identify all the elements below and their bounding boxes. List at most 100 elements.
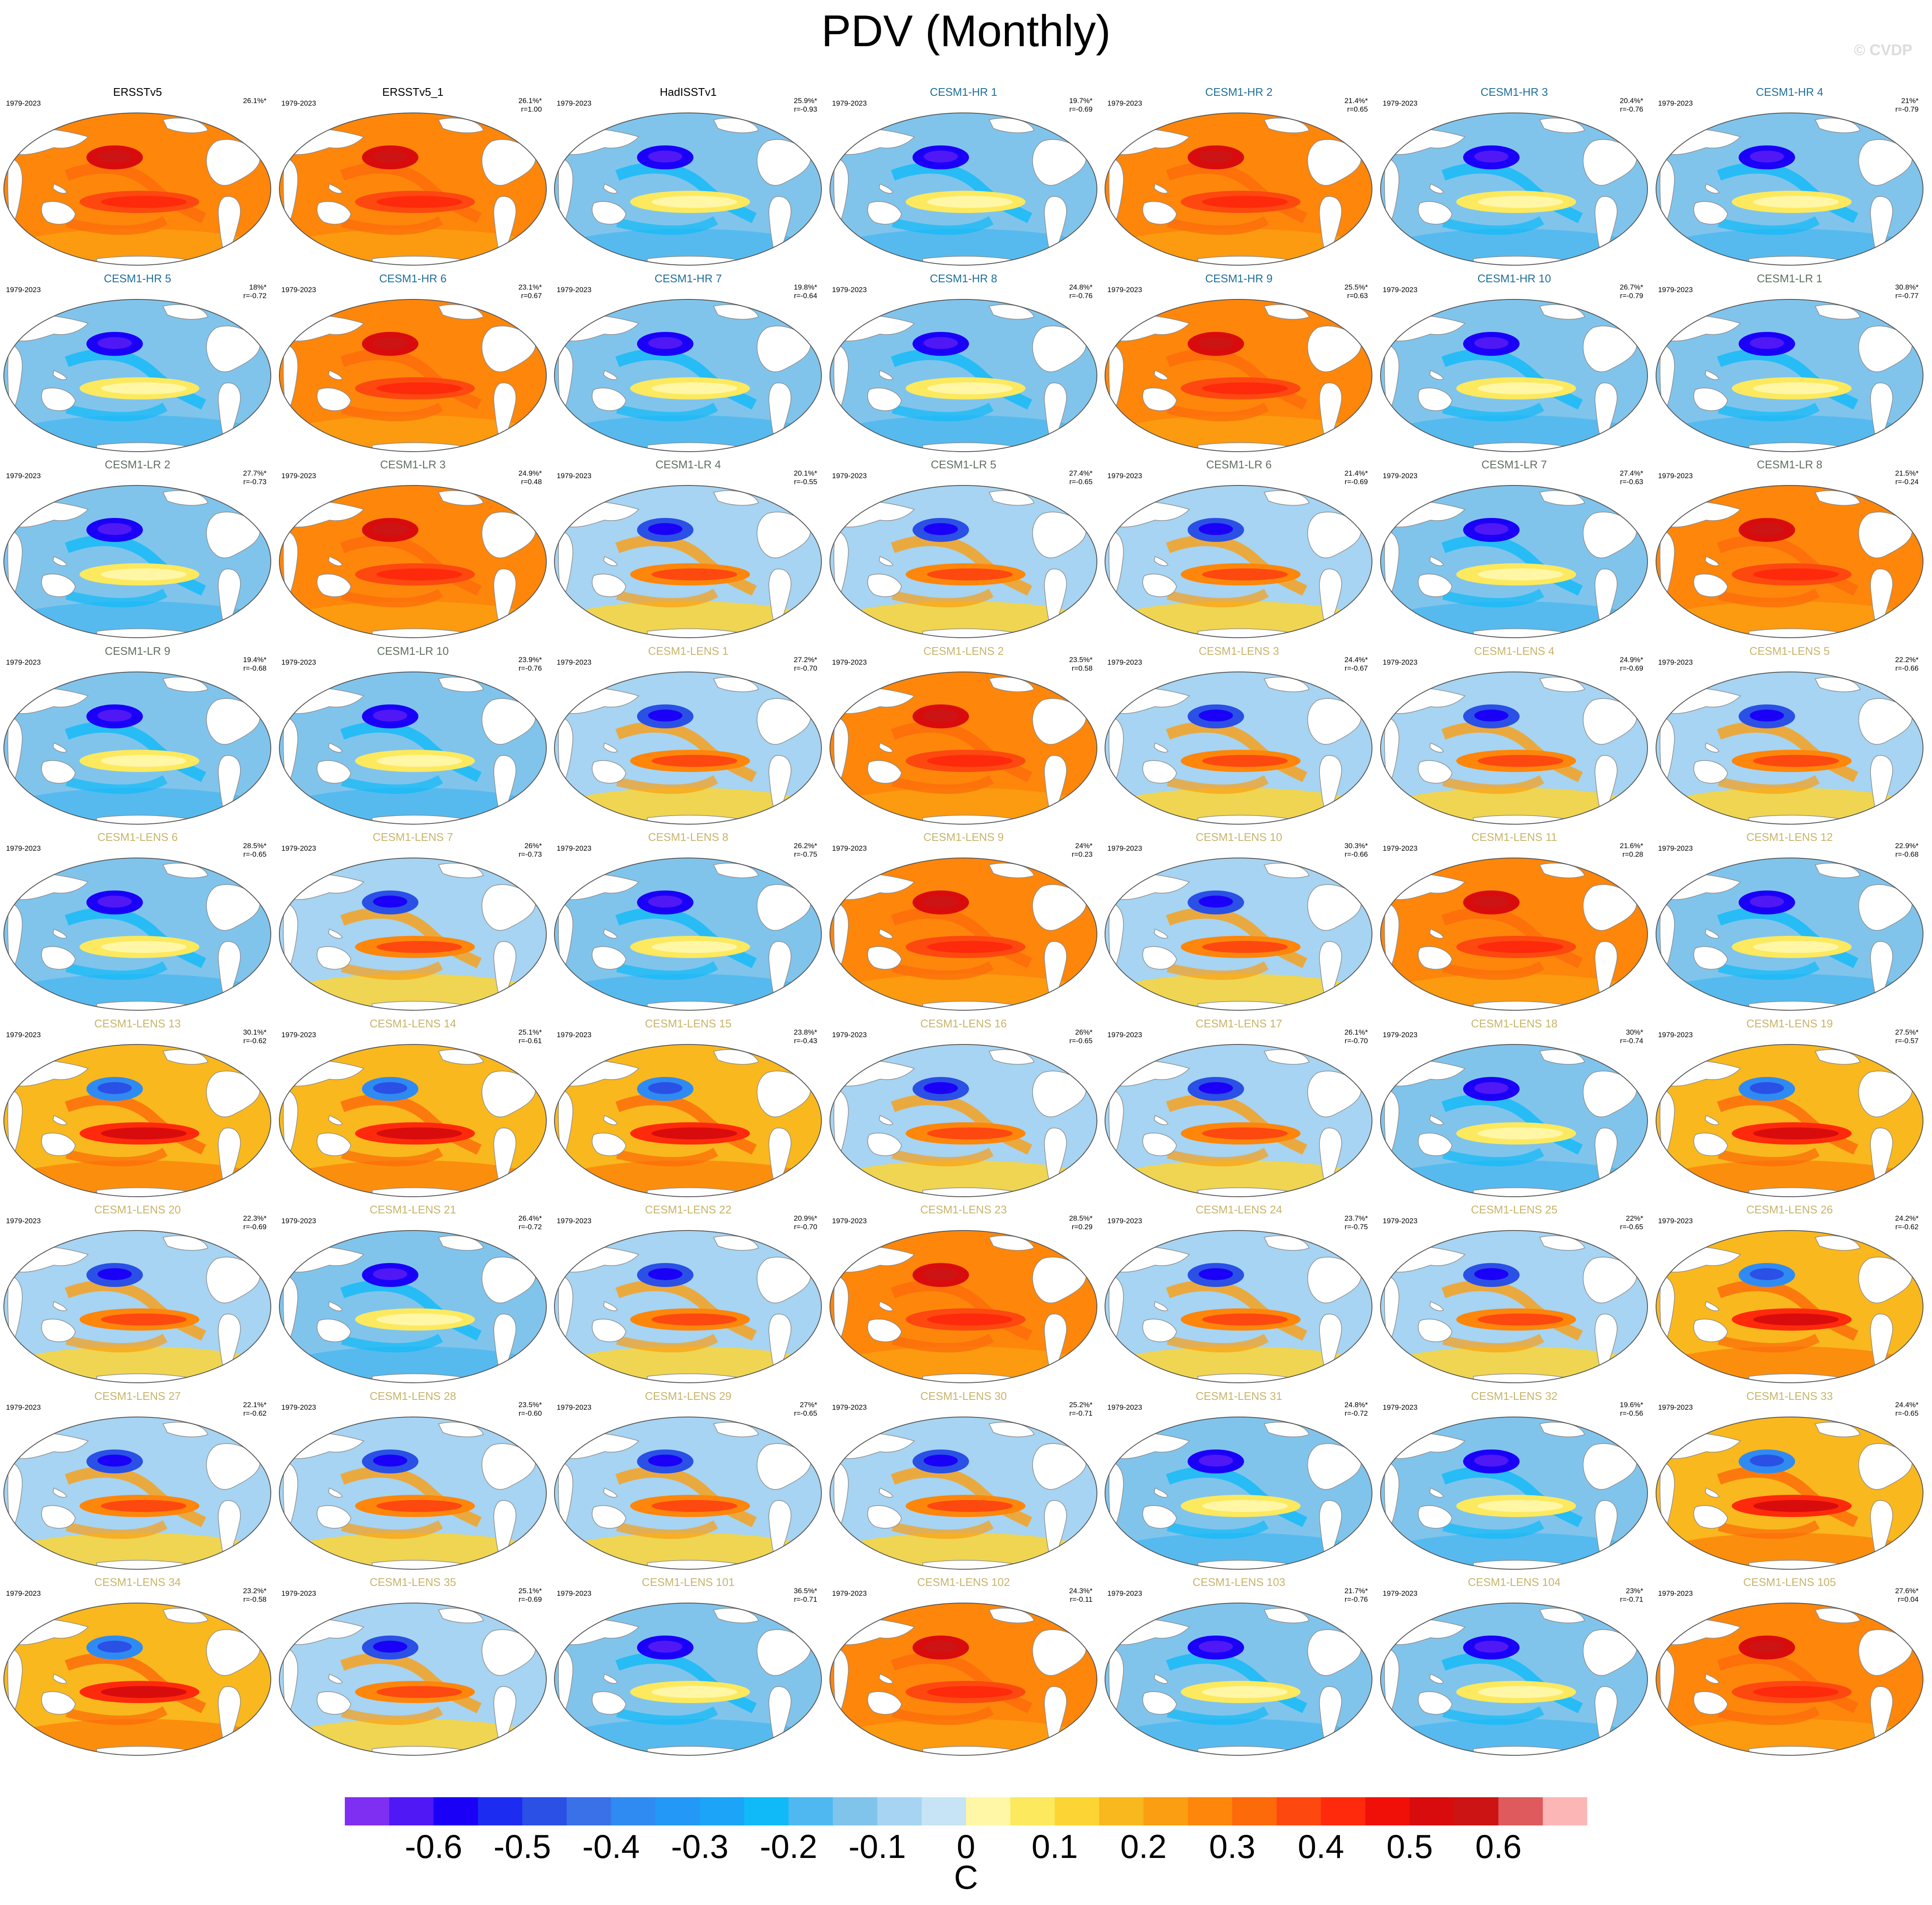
panel-variance-pct: 20.4%* xyxy=(1620,97,1643,105)
panel-pattern-correlation: r=-0.43 xyxy=(794,1036,818,1045)
sst-regression-map xyxy=(554,1603,822,1756)
colorbar-segment xyxy=(877,1797,922,1825)
sst-regression-map xyxy=(554,671,822,825)
panel-years: 1979-2023 xyxy=(832,472,867,480)
panel-years: 1979-2023 xyxy=(1658,1030,1693,1039)
colorbar-segment xyxy=(1232,1797,1277,1825)
panel-pattern-correlation: r=-0.76 xyxy=(519,664,542,672)
panel-years: 1979-2023 xyxy=(1383,1589,1418,1597)
sst-regression-map xyxy=(3,299,271,452)
panel-variance-pct: 19.7%* xyxy=(1069,97,1093,105)
panel-pattern-correlation: r=-0.69 xyxy=(1345,478,1368,486)
colorbar-segment xyxy=(433,1797,478,1825)
panel-pattern-correlation: r=-0.68 xyxy=(243,664,267,672)
map-panel: CESM1-LENS 9 1979-2023 24%* r=0.23 xyxy=(826,831,1101,1017)
panel-variance-pct: 26%* xyxy=(524,842,542,850)
colorbar-segment xyxy=(1188,1797,1233,1825)
panel-years: 1979-2023 xyxy=(281,1217,316,1225)
map-panel: CESM1-LENS 24 1979-2023 23.7%* r=-0.75 xyxy=(1101,1203,1376,1389)
panel-pattern-correlation: r=0.63 xyxy=(1347,291,1368,300)
sst-regression-map xyxy=(3,858,271,1011)
panel-pattern-correlation: r=-0.65 xyxy=(794,1409,818,1417)
panel-years: 1979-2023 xyxy=(1383,1030,1418,1039)
panel-title: CESM1-HR 3 xyxy=(1480,86,1548,98)
panel-title: CESM1-LR 2 xyxy=(104,458,171,471)
sst-regression-map xyxy=(279,858,547,1011)
panel-years: 1979-2023 xyxy=(281,1403,316,1411)
panel-pattern-correlation: r=-0.55 xyxy=(794,478,818,486)
colorbar-tick-label: 0.1 xyxy=(1031,1828,1078,1865)
panel-years: 1979-2023 xyxy=(1107,99,1142,107)
map-panel: CESM1-LENS 16 1979-2023 26%* r=-0.65 xyxy=(826,1017,1101,1203)
panel-variance-pct: 22%* xyxy=(1626,1214,1643,1222)
panel-variance-pct: 25.1%* xyxy=(518,1028,542,1036)
panel-title: CESM1-LENS 4 xyxy=(1474,644,1555,657)
panel-years: 1979-2023 xyxy=(281,1030,316,1039)
sst-regression-map xyxy=(1380,671,1648,825)
colorbar-segment xyxy=(1010,1797,1055,1825)
panel-title: CESM1-LENS 20 xyxy=(94,1203,181,1216)
panel-title: CESM1-LENS 105 xyxy=(1743,1576,1836,1588)
panel-years: 1979-2023 xyxy=(557,1217,592,1225)
colorbar-segment xyxy=(788,1797,833,1825)
panel-grid: ERSSTv5 1979-2023 26.1%* ERSSTv5_1 1979-2023… xyxy=(0,86,1927,1756)
panel-variance-pct: 24.3%* xyxy=(1069,1587,1093,1595)
panel-title: CESM1-LR 6 xyxy=(1206,458,1272,471)
panel-title: CESM1-LENS 17 xyxy=(1195,1017,1283,1030)
colorbar-segment xyxy=(1365,1797,1410,1825)
panel-title: CESM1-LENS 16 xyxy=(920,1017,1007,1030)
panel-variance-pct: 36.5%* xyxy=(794,1587,818,1595)
panel-title: CESM1-LENS 14 xyxy=(369,1017,456,1030)
panel-years: 1979-2023 xyxy=(1383,658,1418,666)
panel-pattern-correlation: r=-0.65 xyxy=(243,850,267,858)
panel-title: CESM1-LENS 26 xyxy=(1746,1203,1833,1216)
panel-pattern-correlation: r=-0.57 xyxy=(1895,1036,1919,1045)
panel-title: CESM1-LR 9 xyxy=(104,644,171,657)
panel-variance-pct: 26%* xyxy=(1075,1028,1093,1036)
sst-regression-map xyxy=(554,112,822,266)
sst-regression-map xyxy=(1655,299,1923,452)
sst-regression-map xyxy=(1380,1603,1648,1756)
map-panel: CESM1-LR 7 1979-2023 27.4%* r=-0.63 xyxy=(1377,458,1652,644)
panel-pattern-correlation: r=-0.69 xyxy=(519,1595,542,1603)
sst-regression-map xyxy=(554,858,822,1011)
map-panel: CESM1-HR 4 1979-2023 21%* r=-0.79 xyxy=(1652,86,1927,272)
panel-years: 1979-2023 xyxy=(281,658,316,666)
panel-pattern-correlation: r=-0.72 xyxy=(243,291,267,300)
sst-regression-map xyxy=(1105,1230,1373,1383)
colorbar-segment xyxy=(1099,1797,1144,1825)
panel-pattern-correlation: r=-0.24 xyxy=(1895,478,1919,486)
panel-title: CESM1-HR 1 xyxy=(930,86,998,98)
panel-variance-pct: 26.1%* xyxy=(518,97,542,105)
map-panel: ERSSTv5_1 1979-2023 26.1%* r=1.00 xyxy=(276,86,551,272)
sst-regression-map xyxy=(829,671,1097,825)
panel-title: CESM1-HR 5 xyxy=(104,272,172,285)
colorbar-tick-label: 0.5 xyxy=(1386,1828,1433,1865)
sst-regression-map xyxy=(1105,1416,1373,1570)
panel-pattern-correlation: r=-0.68 xyxy=(1895,850,1919,858)
panel-pattern-correlation: r=0.58 xyxy=(1072,664,1093,672)
panel-years: 1979-2023 xyxy=(832,1217,867,1225)
colorbar-tick-label: 0 xyxy=(957,1828,975,1865)
map-panel: CESM1-LENS 5 1979-2023 22.2%* r=-0.66 xyxy=(1652,645,1927,831)
panel-title: CESM1-LENS 9 xyxy=(923,831,1004,843)
panel-variance-pct: 23.1%* xyxy=(518,283,542,291)
panel-years: 1979-2023 xyxy=(557,472,592,480)
panel-pattern-correlation: r=-0.71 xyxy=(1620,1595,1643,1603)
panel-title: CESM1-HR 7 xyxy=(654,272,722,285)
panel-variance-pct: 30.8%* xyxy=(1895,283,1919,291)
colorbar-segment xyxy=(1143,1797,1188,1825)
panel-title: CESM1-LENS 30 xyxy=(920,1389,1007,1402)
panel-years: 1979-2023 xyxy=(6,1030,41,1039)
sst-regression-map xyxy=(1105,485,1373,638)
panel-pattern-correlation: r=-0.73 xyxy=(519,850,542,858)
sst-regression-map xyxy=(279,485,547,638)
panel-variance-pct: 23.2%* xyxy=(243,1587,267,1595)
panel-variance-pct: 24%* xyxy=(1075,842,1093,850)
map-panel: CESM1-LR 2 1979-2023 27.7%* r=-0.73 xyxy=(0,458,275,644)
panel-title: CESM1-HR 8 xyxy=(930,272,998,285)
panel-title: CESM1-HR 6 xyxy=(379,272,447,285)
panel-years: 1979-2023 xyxy=(1107,1403,1142,1411)
panel-pattern-correlation: r=-0.65 xyxy=(1069,1036,1093,1045)
panel-variance-pct: 25.1%* xyxy=(518,1587,542,1595)
